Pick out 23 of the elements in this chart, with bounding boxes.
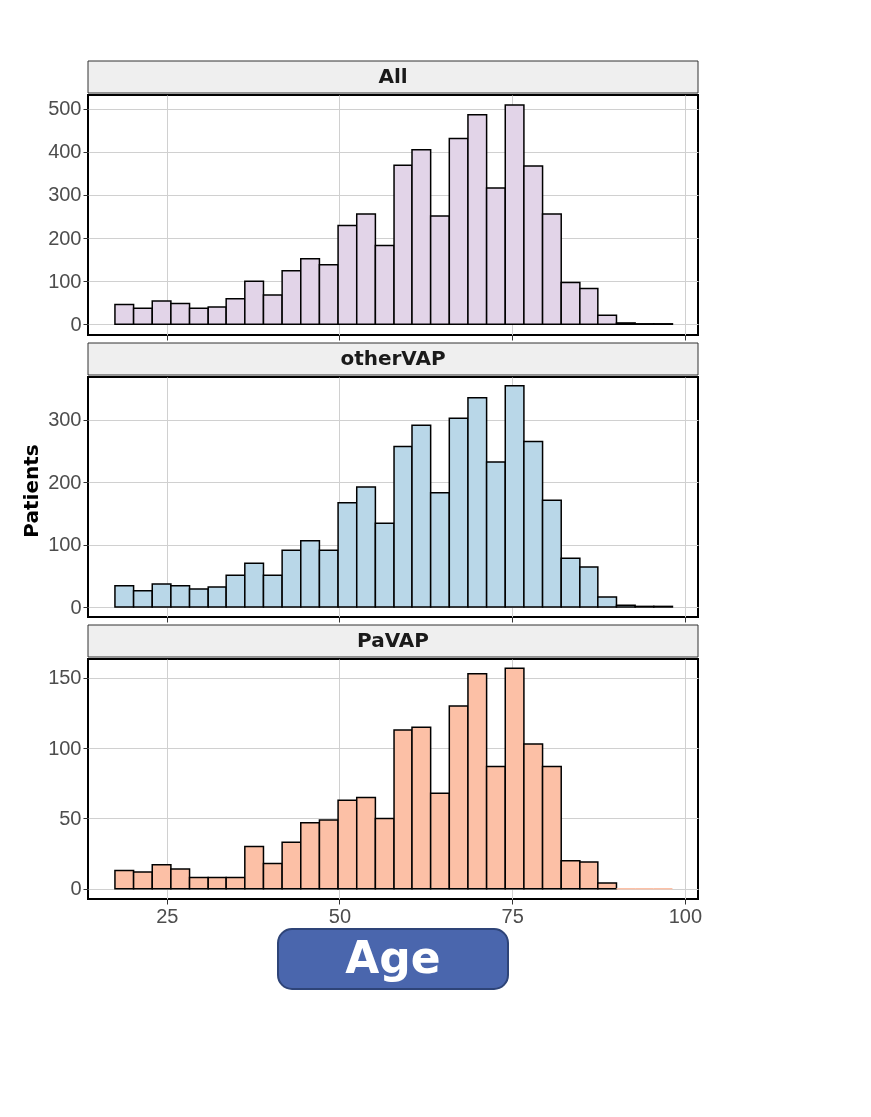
- y-tick-label: 400: [48, 140, 82, 163]
- y-tick-label: 100: [48, 736, 82, 759]
- chart-title: PaVAP: [357, 628, 429, 652]
- x-tick-label: 25: [156, 904, 179, 927]
- y-tick-label: 150: [48, 666, 82, 689]
- y-tick-label: 50: [59, 806, 82, 829]
- y-tick-label: 0: [70, 595, 82, 618]
- y-tick-label: 300: [48, 408, 82, 430]
- y-tick-label: 0: [70, 877, 82, 900]
- chart-title: otherVAP: [340, 346, 446, 370]
- y-tick-label: 200: [48, 470, 82, 493]
- y-axis-title: Patients: [19, 444, 43, 538]
- x-axis-title: Age: [345, 932, 441, 983]
- chart-title: All: [378, 64, 408, 88]
- y-tick-label: 100: [48, 533, 82, 555]
- y-tick-label: 100: [48, 269, 82, 292]
- x-tick-label: 100: [668, 904, 703, 927]
- y-tick-label: 300: [48, 183, 82, 206]
- x-tick-label: 50: [328, 904, 352, 927]
- y-tick-label: 0: [70, 312, 82, 335]
- y-tick-label: 500: [48, 97, 82, 120]
- x-tick-label: 75: [501, 904, 524, 927]
- y-tick-label: 200: [48, 226, 82, 249]
